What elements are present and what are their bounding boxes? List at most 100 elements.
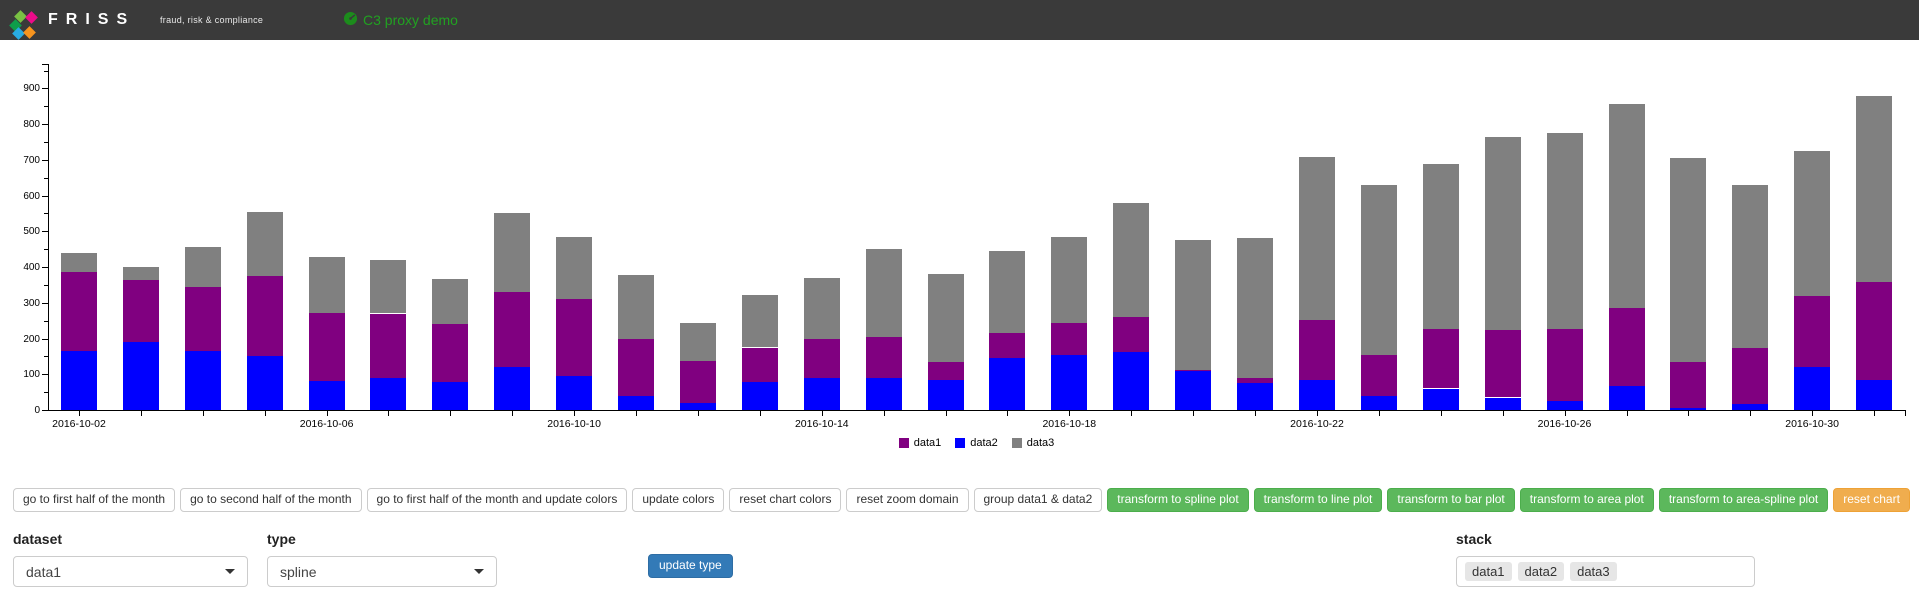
bar-segment-data3[interactable]: [1856, 95, 1892, 283]
bar-segment-data1[interactable]: [803, 339, 840, 378]
bar-segment-data1[interactable]: [1175, 370, 1212, 371]
bar-segment-data1[interactable]: [741, 347, 778, 382]
bar-segment-data3[interactable]: [494, 213, 531, 292]
bar-segment-data2[interactable]: [432, 382, 469, 410]
bar-segment-data1[interactable]: [1237, 377, 1273, 384]
bar-segment-data1[interactable]: [1113, 317, 1150, 353]
update-type-button[interactable]: update type: [648, 554, 733, 578]
bar-segment-data3[interactable]: [989, 251, 1026, 334]
bar-segment-data1[interactable]: [679, 361, 716, 403]
legend-item-data3[interactable]: data3: [1011, 437, 1054, 449]
bar-segment-data1[interactable]: [1299, 319, 1335, 380]
bar-segment-data3[interactable]: [184, 247, 221, 287]
bar-segment-data2[interactable]: [803, 377, 840, 410]
bar-segment-data2[interactable]: [1113, 352, 1150, 410]
bar-segment-data3[interactable]: [1299, 157, 1335, 320]
bar-segment-data2[interactable]: [1484, 397, 1521, 410]
bar-segment-data1[interactable]: [494, 292, 531, 368]
bar-segment-data3[interactable]: [1794, 151, 1831, 296]
button-go-to-second-half-of-the-month[interactable]: go to second half of the month: [180, 488, 362, 512]
bar-segment-data1[interactable]: [556, 299, 593, 376]
bar-segment-data3[interactable]: [803, 277, 840, 340]
bar-segment-data2[interactable]: [61, 351, 97, 410]
button-transform-to-area-spline-plot[interactable]: transform to area-spline plot: [1658, 488, 1829, 512]
bar-segment-data3[interactable]: [1422, 163, 1459, 330]
bar-segment-data2[interactable]: [1422, 388, 1459, 410]
bar-segment-data2[interactable]: [494, 367, 531, 410]
bar-segment-data2[interactable]: [556, 376, 593, 410]
button-reset-chart[interactable]: reset chart: [1833, 488, 1910, 512]
nav-item-c3-proxy-demo[interactable]: C3 proxy demo: [343, 11, 458, 29]
bar-segment-data1[interactable]: [1856, 282, 1892, 380]
bar-segment-data2[interactable]: [1051, 354, 1088, 410]
bar-segment-data1[interactable]: [1422, 329, 1459, 389]
dataset-select[interactable]: data1: [13, 556, 248, 587]
type-select[interactable]: spline: [267, 556, 497, 587]
bar-segment-data3[interactable]: [618, 274, 654, 340]
bar-segment-data1[interactable]: [122, 280, 159, 343]
bar-segment-data3[interactable]: [308, 257, 345, 313]
bar-segment-data1[interactable]: [432, 324, 469, 383]
bar-segment-data1[interactable]: [1051, 323, 1088, 355]
bar-segment-data2[interactable]: [370, 377, 407, 410]
bar-segment-data3[interactable]: [1608, 104, 1645, 309]
bar-segment-data1[interactable]: [308, 312, 345, 382]
bar-segment-data3[interactable]: [741, 294, 778, 348]
bar-segment-data2[interactable]: [1360, 395, 1397, 410]
bar-segment-data3[interactable]: [1360, 184, 1397, 355]
bar-segment-data3[interactable]: [1484, 136, 1521, 330]
bar-segment-data1[interactable]: [184, 286, 221, 351]
bar-segment-data2[interactable]: [741, 381, 778, 410]
bar-segment-data1[interactable]: [1732, 347, 1769, 405]
button-go-to-first-half-of-the-month-and-update-colors[interactable]: go to first half of the month and update…: [366, 488, 628, 512]
bar-segment-data3[interactable]: [1113, 202, 1150, 318]
bar-segment-data2[interactable]: [1299, 379, 1335, 410]
bar-segment-data1[interactable]: [1546, 328, 1583, 402]
legend-item-data1[interactable]: data1: [898, 437, 941, 449]
bar-segment-data2[interactable]: [1546, 401, 1583, 410]
bar-segment-data2[interactable]: [184, 351, 221, 410]
stack-chip-data1[interactable]: data1: [1465, 562, 1512, 581]
bar-segment-data3[interactable]: [679, 323, 716, 362]
bar-segment-data1[interactable]: [618, 339, 654, 396]
bar-segment-data3[interactable]: [432, 278, 469, 325]
bar-segment-data2[interactable]: [1856, 379, 1892, 410]
stack-tags-input[interactable]: data1 data2 data3: [1456, 556, 1755, 587]
bar-segment-data3[interactable]: [246, 212, 283, 276]
bar-segment-data3[interactable]: [1051, 236, 1088, 324]
stack-chip-data3[interactable]: data3: [1570, 562, 1617, 581]
bar-segment-data2[interactable]: [1608, 385, 1645, 410]
legend-item-data2[interactable]: data2: [955, 437, 998, 449]
button-transform-to-line-plot[interactable]: transform to line plot: [1253, 488, 1383, 512]
bar-segment-data3[interactable]: [1175, 240, 1212, 370]
bar-segment-data1[interactable]: [1360, 355, 1397, 396]
bar-segment-data1[interactable]: [1484, 329, 1521, 398]
bar-segment-data2[interactable]: [1794, 367, 1831, 410]
bar-segment-data3[interactable]: [122, 267, 159, 281]
button-transform-to-spline-plot[interactable]: transform to spline plot: [1107, 488, 1249, 512]
bar-segment-data1[interactable]: [1670, 361, 1707, 409]
bar-segment-data2[interactable]: [1175, 370, 1212, 410]
bar-segment-data1[interactable]: [370, 313, 407, 378]
button-update-colors[interactable]: update colors: [632, 488, 725, 512]
bar-segment-data2[interactable]: [989, 358, 1026, 410]
bar-segment-data2[interactable]: [1732, 404, 1769, 410]
bar-segment-data3[interactable]: [556, 237, 593, 300]
bar-segment-data2[interactable]: [865, 377, 902, 410]
button-go-to-first-half-of-the-month[interactable]: go to first half of the month: [13, 488, 176, 512]
bar-segment-data3[interactable]: [61, 252, 97, 273]
bar-segment-data2[interactable]: [618, 395, 654, 410]
bar-segment-data1[interactable]: [989, 333, 1026, 359]
bar-segment-data3[interactable]: [1670, 158, 1707, 362]
bar-segment-data3[interactable]: [1237, 238, 1273, 378]
button-transform-to-bar-plot[interactable]: transform to bar plot: [1387, 488, 1515, 512]
bar-segment-data3[interactable]: [370, 259, 407, 314]
bar-segment-data2[interactable]: [308, 381, 345, 410]
bar-segment-data2[interactable]: [1237, 383, 1273, 410]
bar-segment-data3[interactable]: [1732, 184, 1769, 348]
bar-segment-data2[interactable]: [122, 342, 159, 410]
button-reset-zoom-domain[interactable]: reset zoom domain: [846, 488, 969, 512]
stack-chip-data2[interactable]: data2: [1517, 562, 1565, 581]
button-transform-to-area-plot[interactable]: transform to area plot: [1519, 488, 1654, 512]
bar-segment-data2[interactable]: [679, 402, 716, 410]
